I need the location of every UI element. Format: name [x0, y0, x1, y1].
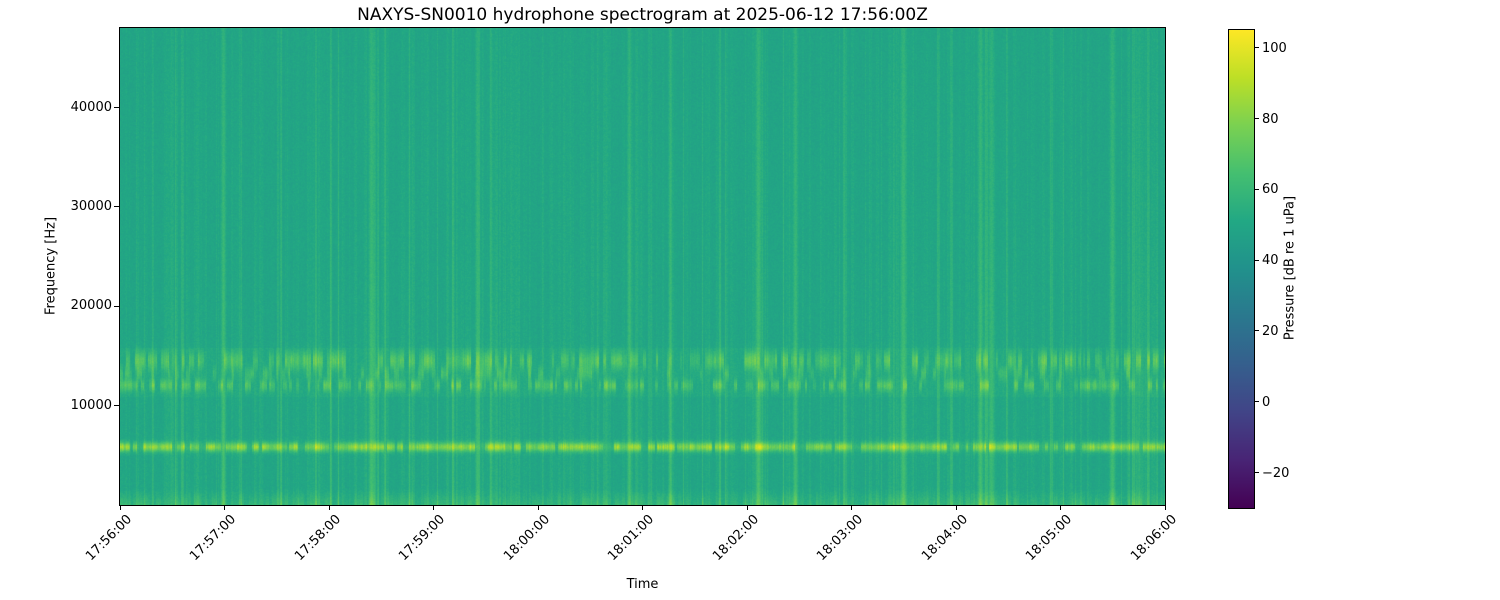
chart-title: NAXYS-SN0010 hydrophone spectrogram at 2… [357, 5, 928, 25]
x-tick-label: 18:03:00 [814, 512, 867, 564]
colorbar-tick-mark [1255, 47, 1259, 49]
spectrogram-canvas [120, 28, 1165, 505]
x-tick-label: 18:06:00 [1127, 512, 1180, 564]
colorbar-tick-label: 80 [1262, 111, 1279, 127]
colorbar-tick-mark [1255, 188, 1259, 190]
x-tick-mark [433, 505, 434, 510]
x-tick-label: 17:56:00 [82, 512, 135, 564]
x-tick-mark [328, 505, 330, 510]
y-tick-label: 40000 [70, 99, 112, 115]
colorbar-label: Pressure [dB re 1 uPa] [1282, 195, 1298, 341]
colorbar-tick-mark [1255, 330, 1259, 332]
colorbar-tick-label: 0 [1262, 394, 1271, 410]
y-tick-label: 20000 [70, 298, 112, 314]
colorbar-tick-mark [1255, 401, 1259, 403]
x-tick-label: 18:05:00 [1023, 512, 1076, 564]
colorbar-tick-label: 20 [1262, 323, 1279, 339]
colorbar-tick-label: −20 [1262, 465, 1290, 481]
x-tick-label: 18:02:00 [709, 512, 762, 564]
x-axis-label: Time [626, 577, 659, 592]
y-tick-label: 30000 [70, 198, 112, 214]
y-tick-mark [114, 405, 119, 407]
colorbar [1228, 29, 1255, 509]
x-tick-label: 17:59:00 [396, 512, 449, 564]
colorbar-tick-label: 60 [1262, 182, 1279, 198]
x-tick-label: 17:58:00 [291, 512, 344, 564]
y-tick-mark [114, 305, 119, 307]
x-tick-label: 18:01:00 [605, 512, 658, 564]
colorbar-tick-label: 100 [1262, 40, 1287, 56]
x-tick-mark [1164, 505, 1166, 510]
colorbar-tick-mark [1255, 259, 1259, 261]
x-tick-mark [746, 505, 748, 510]
x-tick-label: 18:04:00 [918, 512, 971, 564]
x-tick-mark [224, 505, 225, 510]
x-tick-mark [537, 505, 539, 510]
x-tick-label: 18:00:00 [500, 512, 553, 564]
x-tick-mark [1060, 505, 1061, 510]
plot-area [119, 27, 1166, 506]
x-tick-mark [642, 505, 643, 510]
x-tick-mark [851, 505, 852, 510]
colorbar-tick-mark [1255, 472, 1259, 474]
y-tick-mark [114, 206, 119, 208]
x-tick-mark [119, 505, 121, 510]
colorbar-tick-mark [1255, 118, 1259, 120]
x-tick-label: 17:57:00 [187, 512, 240, 564]
x-tick-mark [955, 505, 957, 510]
y-tick-mark [114, 107, 119, 108]
colorbar-tick-label: 40 [1262, 253, 1279, 269]
y-tick-label: 10000 [70, 397, 112, 413]
